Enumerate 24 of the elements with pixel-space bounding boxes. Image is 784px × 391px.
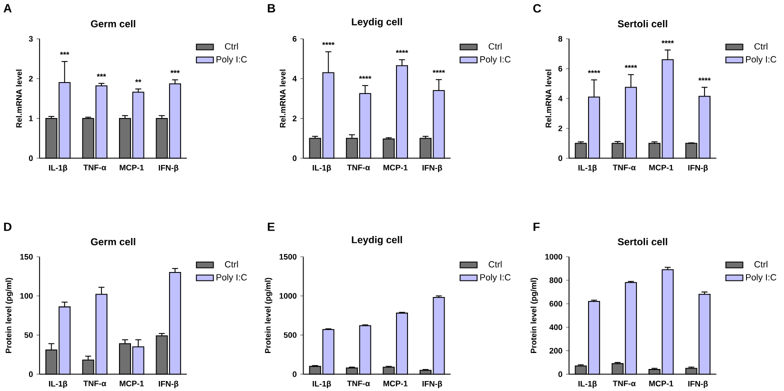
- legend-label: Ctrl: [488, 260, 502, 268]
- text: E: [268, 222, 275, 231]
- chart-title: Leydig cell: [352, 18, 402, 28]
- legend-label: Ctrl: [754, 260, 768, 268]
- legend-label: Ctrl: [754, 42, 768, 50]
- chart-title: Germ cell: [90, 20, 136, 28]
- text: F: [534, 222, 540, 231]
- text: A: [4, 4, 12, 12]
- legend-label: Poly I:C: [216, 56, 247, 64]
- text: B: [268, 4, 276, 12]
- legend-label: Ctrl: [224, 260, 238, 268]
- chart-title: Sertoli cell: [618, 238, 668, 246]
- chart-title: Sertoli cell: [618, 20, 668, 28]
- legend-label: Poly I:C: [216, 274, 247, 282]
- legend-label: Ctrl: [224, 42, 238, 50]
- text: D: [4, 222, 12, 231]
- legend-label: Poly I:C: [480, 274, 511, 282]
- legend-label: Poly I:C: [480, 56, 511, 64]
- text: C: [533, 4, 542, 12]
- legend-label: Poly I:C: [746, 56, 776, 64]
- chart-title: Leydig cell: [352, 236, 402, 246]
- chart-title: Germ cell: [90, 238, 136, 246]
- legend-label: Ctrl: [488, 42, 502, 50]
- legend-label: Poly I:C: [746, 274, 776, 282]
